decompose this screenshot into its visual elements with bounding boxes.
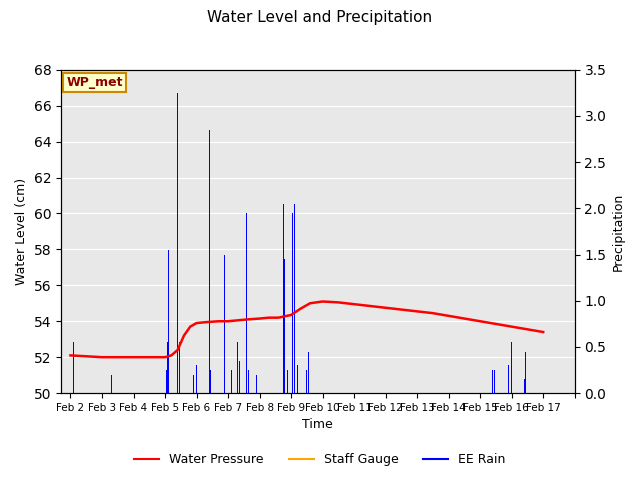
Bar bbox=[494, 370, 495, 393]
Bar bbox=[308, 351, 309, 393]
Text: Water Level and Precipitation: Water Level and Precipitation bbox=[207, 10, 433, 24]
Bar bbox=[73, 342, 74, 393]
Y-axis label: Water Level (cm): Water Level (cm) bbox=[15, 178, 28, 285]
Bar bbox=[248, 370, 249, 393]
Bar bbox=[209, 130, 210, 393]
Bar bbox=[246, 213, 248, 393]
Bar bbox=[297, 365, 298, 393]
Bar bbox=[283, 204, 284, 393]
Bar bbox=[196, 365, 197, 393]
Text: WP_met: WP_met bbox=[66, 76, 123, 89]
Bar bbox=[525, 351, 526, 393]
Bar bbox=[164, 254, 166, 393]
Bar bbox=[193, 375, 194, 393]
Bar bbox=[292, 213, 293, 393]
Bar bbox=[168, 250, 169, 393]
Bar bbox=[492, 370, 493, 393]
Bar bbox=[111, 375, 112, 393]
Bar bbox=[524, 379, 525, 393]
Bar bbox=[284, 259, 285, 393]
Bar bbox=[237, 342, 238, 393]
X-axis label: Time: Time bbox=[303, 419, 333, 432]
Bar bbox=[167, 342, 168, 393]
Bar bbox=[256, 375, 257, 393]
Bar bbox=[511, 342, 512, 393]
Bar bbox=[179, 342, 180, 393]
Bar bbox=[508, 365, 509, 393]
Bar bbox=[166, 370, 167, 393]
Bar bbox=[231, 370, 232, 393]
Bar bbox=[287, 370, 289, 393]
Y-axis label: Precipitation: Precipitation bbox=[612, 192, 625, 271]
Bar bbox=[177, 93, 178, 393]
Legend: Water Pressure, Staff Gauge, EE Rain: Water Pressure, Staff Gauge, EE Rain bbox=[129, 448, 511, 471]
